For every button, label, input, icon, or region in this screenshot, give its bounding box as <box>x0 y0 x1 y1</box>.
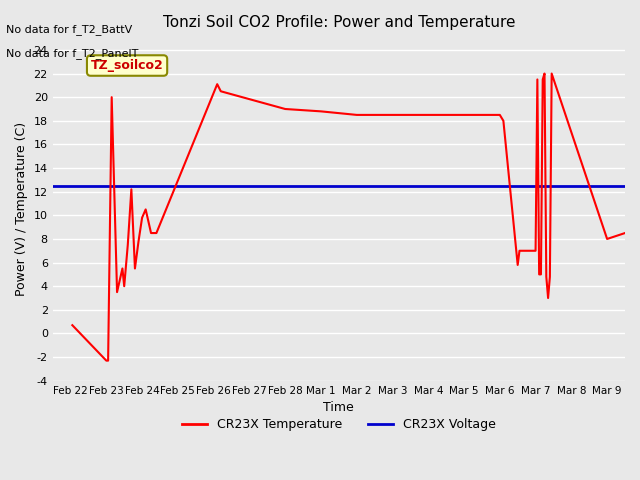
Text: TZ_soilco2: TZ_soilco2 <box>91 59 163 72</box>
Text: No data for f_T2_PanelT: No data for f_T2_PanelT <box>6 48 139 59</box>
Text: No data for f_T2_BattV: No data for f_T2_BattV <box>6 24 132 35</box>
X-axis label: Time: Time <box>323 401 354 414</box>
Y-axis label: Power (V) / Temperature (C): Power (V) / Temperature (C) <box>15 122 28 297</box>
Title: Tonzi Soil CO2 Profile: Power and Temperature: Tonzi Soil CO2 Profile: Power and Temper… <box>163 15 515 30</box>
Legend: CR23X Temperature, CR23X Voltage: CR23X Temperature, CR23X Voltage <box>177 413 500 436</box>
